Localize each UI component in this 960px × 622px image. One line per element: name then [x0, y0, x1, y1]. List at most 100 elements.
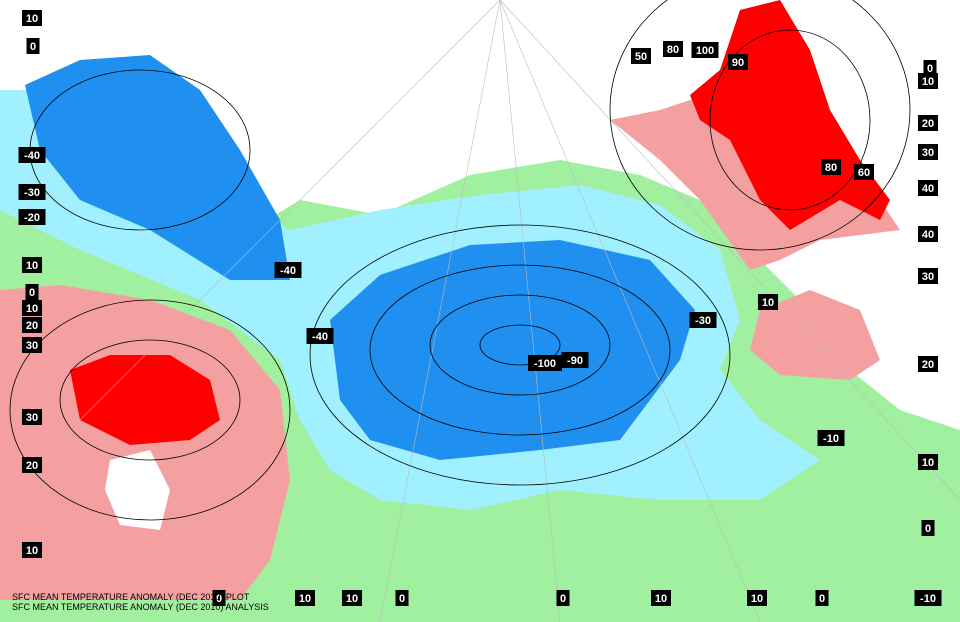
contour-label: -30: [695, 315, 711, 327]
footer-line: SFC MEAN TEMPERATURE ANOMALY (DEC 2010) …: [12, 602, 269, 612]
label-box: [18, 147, 46, 163]
label-box: [921, 520, 935, 536]
contour-label: 20: [922, 359, 934, 371]
contour-label: -10: [823, 433, 839, 445]
contour-label: 10: [26, 13, 38, 25]
land-patch: [105, 450, 170, 530]
label-box: [22, 317, 42, 333]
contour-label: 0: [819, 593, 825, 605]
contour-label: 80: [667, 44, 679, 56]
label-box: [728, 54, 748, 70]
label-box: [663, 41, 683, 57]
contour-label: -100: [534, 358, 556, 370]
contour-label: 10: [655, 593, 667, 605]
contour-label: 30: [922, 271, 934, 283]
contour-label: -40: [280, 265, 296, 277]
label-box: [25, 284, 39, 300]
label-box: [923, 60, 937, 76]
contour-label: 20: [26, 320, 38, 332]
contour-label: 50: [635, 51, 647, 63]
contour-label: 10: [922, 76, 934, 88]
red-zone-left: [70, 355, 220, 445]
label-box: [918, 454, 938, 470]
contour-label: 10: [26, 303, 38, 315]
label-box: [747, 590, 767, 606]
label-box: [651, 590, 671, 606]
contour-label: 40: [922, 183, 934, 195]
label-box: [22, 542, 42, 558]
contour-label: 10: [762, 297, 774, 309]
contour-label: 10: [26, 260, 38, 272]
label-box: [631, 48, 651, 64]
label-box: [918, 226, 938, 242]
label-box: [342, 590, 362, 606]
label-box: [918, 180, 938, 196]
contour-label: -90: [567, 355, 583, 367]
pink-right: [750, 290, 880, 380]
contour-label: 20: [922, 118, 934, 130]
label-box: [691, 42, 719, 58]
label-box: [815, 590, 829, 606]
label-box: [18, 209, 46, 225]
label-box: [395, 590, 409, 606]
contour-label: 0: [30, 41, 36, 53]
contour-label: 10: [751, 593, 763, 605]
contour-label: 10: [346, 593, 358, 605]
label-box: [22, 257, 42, 273]
label-box: [18, 184, 46, 200]
label-box: [22, 300, 42, 316]
label-box: [528, 355, 562, 371]
contour-label: -30: [24, 187, 40, 199]
footer-line: SFC MEAN TEMPERATURE ANOMALY (DEC 2010) …: [12, 592, 250, 602]
label-box: [918, 356, 938, 372]
contour-label: 100: [696, 45, 714, 57]
contour-label: 0: [925, 523, 931, 535]
label-box: [689, 312, 717, 328]
label-box: [561, 352, 589, 368]
contour-label: -40: [312, 331, 328, 343]
label-box: [22, 337, 42, 353]
contour-label: -40: [24, 150, 40, 162]
contour-label: 30: [26, 340, 38, 352]
label-box: [854, 164, 874, 180]
blue-zone-central: [330, 240, 695, 460]
contour-label: -10: [920, 593, 936, 605]
label-box: [22, 409, 42, 425]
label-box: [22, 10, 42, 26]
label-box: [295, 590, 315, 606]
contour-label: 90: [732, 57, 744, 69]
label-box: [306, 328, 334, 344]
label-box: [821, 159, 841, 175]
contours: [9, 0, 911, 521]
contour-label: 20: [26, 460, 38, 472]
label-box: [26, 38, 40, 54]
label-box: [918, 144, 938, 160]
contour-label: 40: [922, 229, 934, 241]
label-box: [918, 115, 938, 131]
label-box: [918, 268, 938, 284]
contour-label: 80: [825, 162, 837, 174]
label-box: [212, 590, 226, 606]
contour-label: 30: [922, 147, 934, 159]
contour-label: 10: [299, 593, 311, 605]
contour-label: 0: [29, 287, 35, 299]
label-box: [22, 457, 42, 473]
label-box: [274, 262, 302, 278]
contour-label: 10: [26, 545, 38, 557]
label-box: [817, 430, 845, 446]
contour-label: 0: [399, 593, 405, 605]
label-box: [556, 590, 570, 606]
contour-label: 10: [922, 457, 934, 469]
contour-label: -20: [24, 212, 40, 224]
blue-zone-west: [25, 55, 290, 280]
label-box: [758, 294, 778, 310]
contour-label: 30: [26, 412, 38, 424]
label-box: [918, 73, 938, 89]
contour-label: 0: [560, 593, 566, 605]
contour-label: 60: [858, 167, 870, 179]
label-box: [914, 590, 942, 606]
